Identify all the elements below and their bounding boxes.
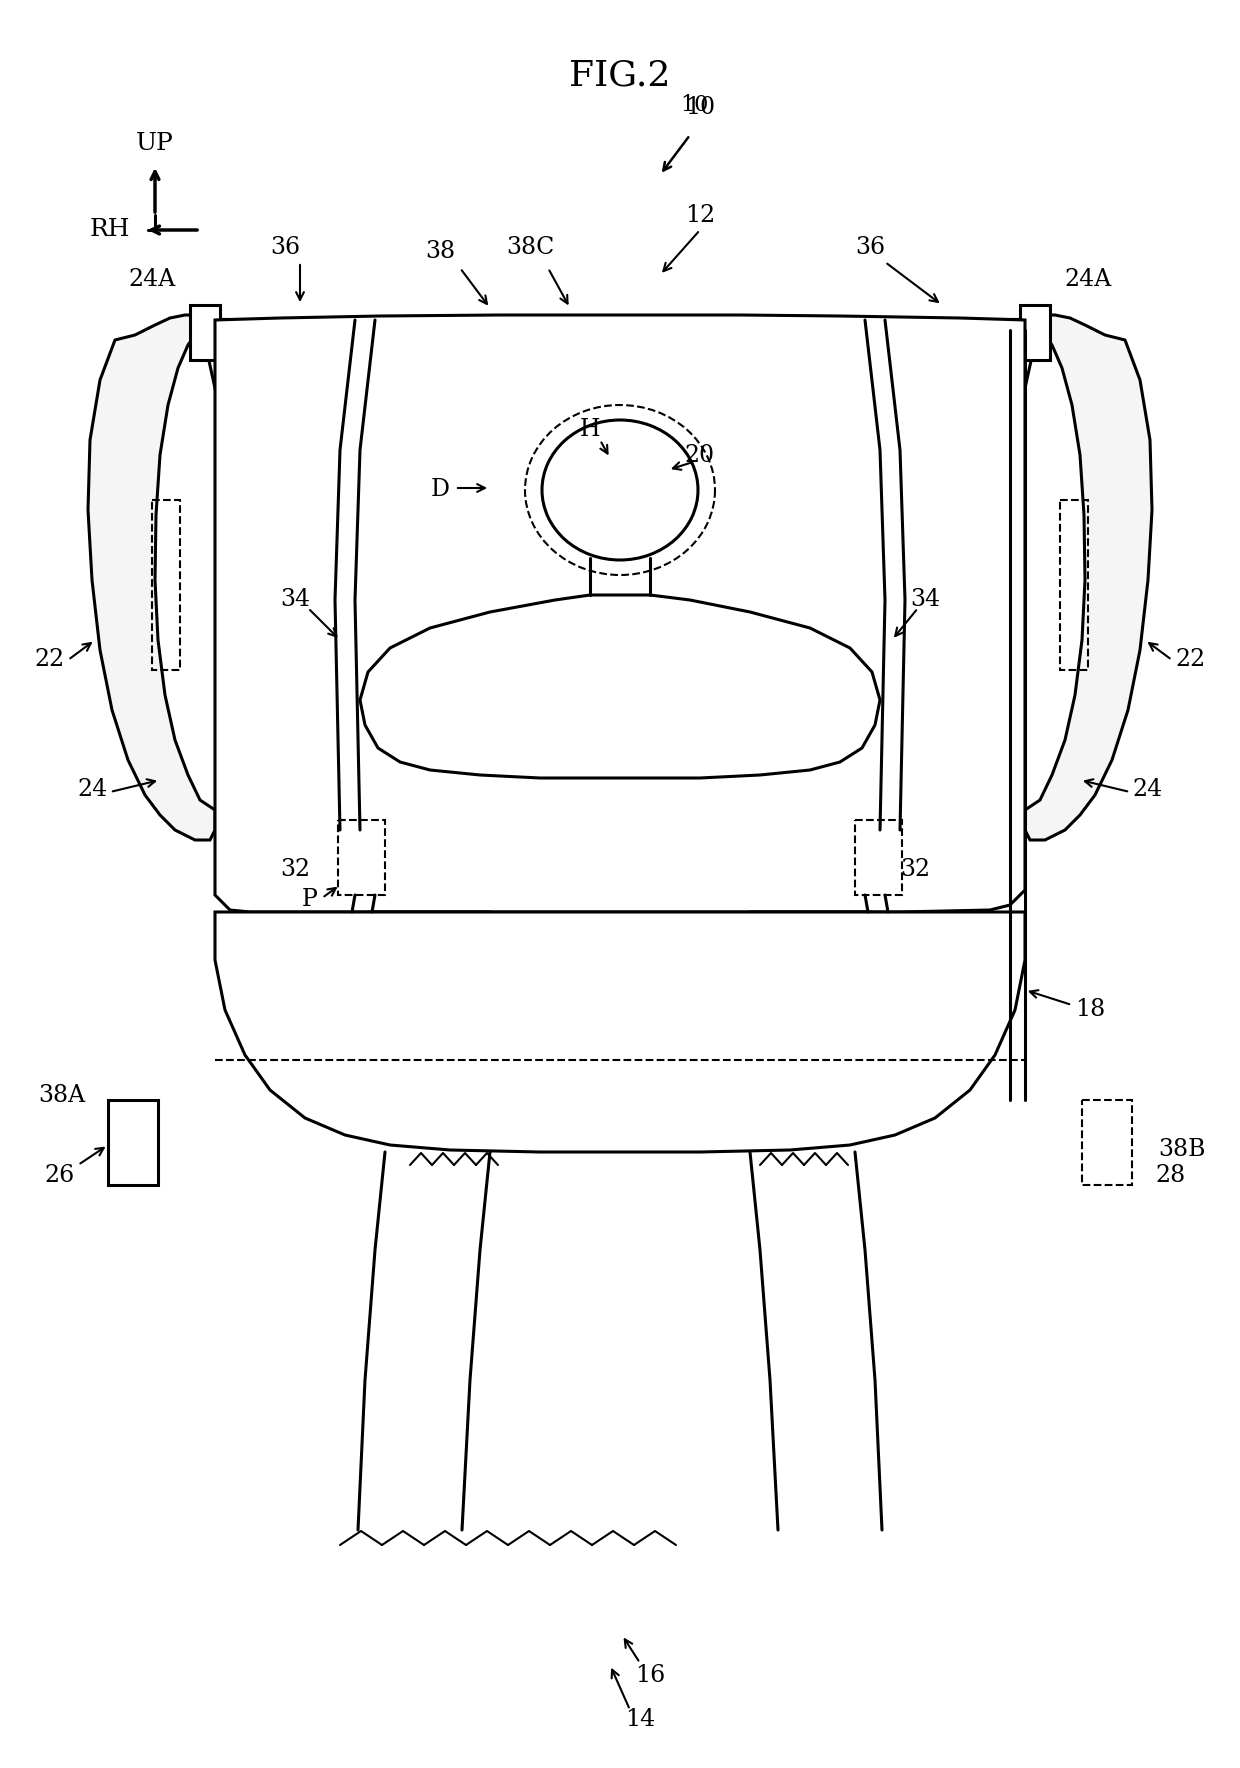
Text: D: D (430, 479, 449, 502)
Polygon shape (215, 912, 1025, 1153)
Polygon shape (1025, 315, 1152, 840)
Polygon shape (1083, 1100, 1132, 1185)
Text: 34: 34 (910, 589, 940, 612)
Text: 32: 32 (280, 859, 310, 882)
Text: 24A: 24A (1064, 269, 1111, 292)
Text: 14: 14 (625, 1708, 655, 1731)
Text: 38: 38 (425, 240, 455, 263)
Text: P: P (303, 889, 317, 912)
Text: 16: 16 (635, 1664, 665, 1687)
Polygon shape (108, 1100, 157, 1185)
Text: 22: 22 (1176, 649, 1205, 672)
Polygon shape (190, 306, 219, 361)
Text: 24A: 24A (129, 269, 176, 292)
Text: RH: RH (89, 219, 130, 242)
Polygon shape (215, 315, 1025, 912)
Text: UP: UP (136, 133, 174, 156)
Text: 24: 24 (1132, 778, 1162, 801)
Text: FIG.2: FIG.2 (569, 58, 671, 92)
Text: 28: 28 (1154, 1163, 1185, 1186)
Text: 32: 32 (900, 859, 930, 882)
Text: 10: 10 (684, 97, 715, 120)
Text: 38A: 38A (38, 1084, 86, 1107)
Text: 36: 36 (270, 237, 300, 260)
Text: 34: 34 (280, 589, 310, 612)
Text: 10: 10 (680, 94, 708, 117)
Polygon shape (1021, 306, 1050, 361)
Text: 18: 18 (1075, 999, 1105, 1022)
Text: 36: 36 (854, 237, 885, 260)
Text: 24: 24 (78, 778, 108, 801)
Polygon shape (88, 315, 215, 840)
Text: 38C: 38C (506, 237, 554, 260)
Text: 20: 20 (684, 444, 715, 467)
Text: 12: 12 (684, 203, 715, 226)
Text: 22: 22 (35, 649, 64, 672)
Text: H: H (580, 419, 600, 442)
Text: 38B: 38B (1158, 1139, 1205, 1162)
Text: 26: 26 (45, 1163, 74, 1186)
